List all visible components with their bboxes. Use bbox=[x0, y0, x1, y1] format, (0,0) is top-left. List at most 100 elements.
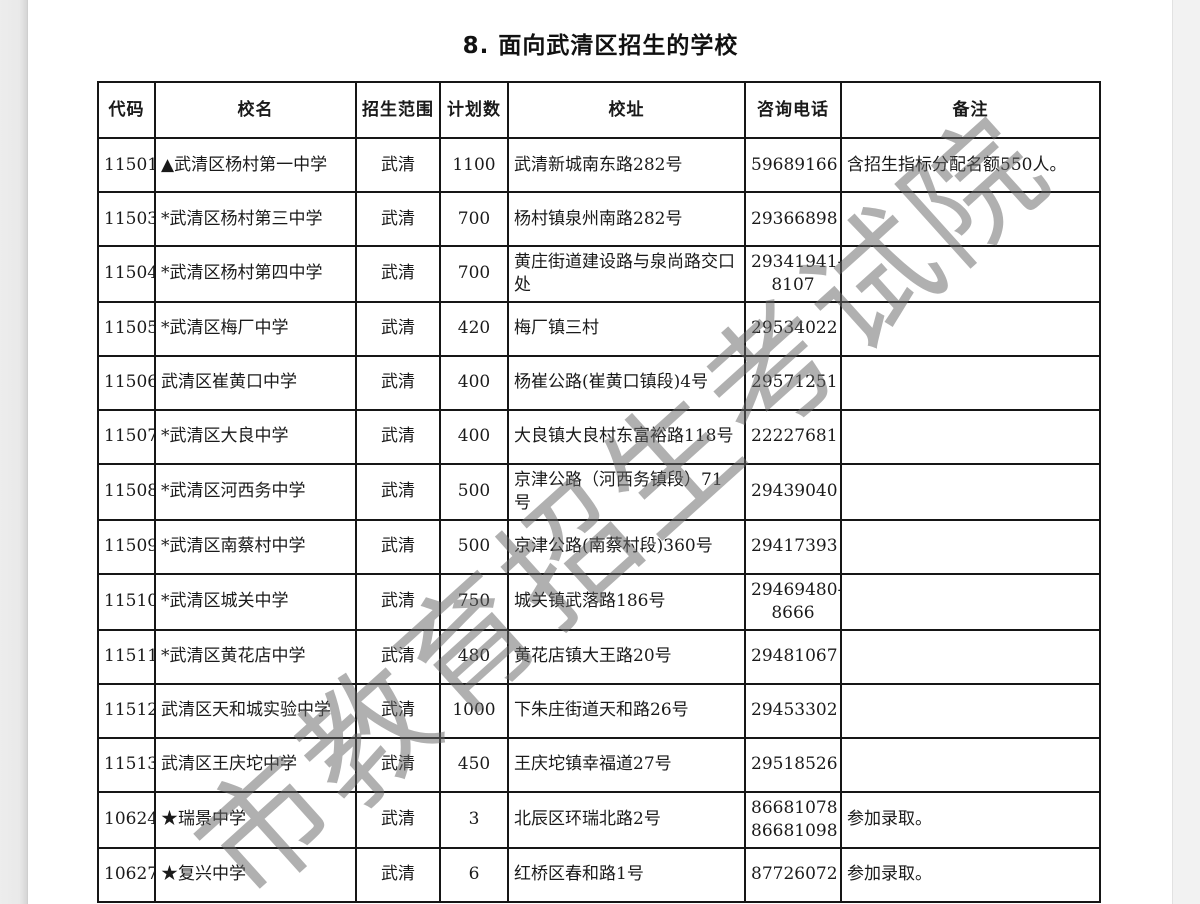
cell-plan: 450 bbox=[439, 736, 509, 793]
cell-plan: 700 bbox=[439, 191, 509, 247]
table-row: 11501 ▲武清区杨村第一中学 武清 1100 武清新城南东路282号 59689166… bbox=[97, 137, 1101, 193]
header-code: 代码 bbox=[97, 81, 156, 139]
cell-phone: 29453302 bbox=[744, 682, 842, 739]
cell-code: 10627 bbox=[97, 846, 156, 903]
cell-code: 11505 bbox=[97, 300, 156, 357]
viewer-left-margin bbox=[0, 0, 28, 904]
cell-phone: 29366898 bbox=[744, 191, 842, 247]
cell-code: 11511 bbox=[97, 628, 156, 685]
cell-plan: 3 bbox=[439, 790, 509, 849]
cell-address: 下朱庄街道天和路26号 bbox=[507, 682, 746, 739]
header-plan: 计划数 bbox=[439, 81, 509, 139]
schools-table: 代码 校名 招生范围 计划数 校址 咨询电话 备注 11501 ▲武清区杨村第一中… bbox=[97, 81, 1101, 903]
cell-address: 杨崔公路(崔黄口镇段)4号 bbox=[507, 354, 746, 411]
cell-scope: 武清 bbox=[355, 354, 441, 411]
table-row: 11511 *武清区黄花店中学 武清 480 黄花店镇大王路20号 29481067 bbox=[97, 628, 1101, 685]
cell-name: *武清区杨村第三中学 bbox=[154, 191, 357, 247]
cell-remark bbox=[840, 245, 1101, 303]
cell-scope: 武清 bbox=[355, 846, 441, 903]
header-address: 校址 bbox=[507, 81, 746, 139]
cell-name: *武清区城关中学 bbox=[154, 572, 357, 631]
cell-remark bbox=[840, 300, 1101, 357]
cell-scope: 武清 bbox=[355, 790, 441, 849]
cell-plan: 400 bbox=[439, 354, 509, 411]
cell-address: 王庆坨镇幸福道27号 bbox=[507, 736, 746, 793]
cell-address: 黄花店镇大王路20号 bbox=[507, 628, 746, 685]
cell-name: 武清区天和城实验中学 bbox=[154, 682, 357, 739]
cell-name: 武清区王庆坨中学 bbox=[154, 736, 357, 793]
cell-phone: 29571251 bbox=[744, 354, 842, 411]
table-row: 11510 *武清区城关中学 武清 750 城关镇武落路186号 29469480- 86… bbox=[97, 572, 1101, 631]
viewer-right-margin bbox=[1172, 0, 1200, 904]
cell-remark bbox=[840, 191, 1101, 247]
cell-address: 大良镇大良村东富裕路118号 bbox=[507, 408, 746, 465]
cell-code: 11512 bbox=[97, 682, 156, 739]
cell-remark: 含招生指标分配名额550人。 bbox=[840, 137, 1101, 193]
cell-address: 城关镇武落路186号 bbox=[507, 572, 746, 631]
cell-remark: 参加录取。 bbox=[840, 846, 1101, 903]
table-row: 11509 *武清区南蔡村中学 武清 500 京津公路(南蔡村段)360号 2941739… bbox=[97, 518, 1101, 575]
cell-phone: 29469480- 8666 bbox=[744, 572, 842, 631]
cell-address: 红桥区春和路1号 bbox=[507, 846, 746, 903]
cell-scope: 武清 bbox=[355, 300, 441, 357]
cell-code: 11507 bbox=[97, 408, 156, 465]
header-remark: 备注 bbox=[840, 81, 1101, 139]
cell-name: *武清区大良中学 bbox=[154, 408, 357, 465]
cell-scope: 武清 bbox=[355, 518, 441, 575]
table-row: 11512 武清区天和城实验中学 武清 1000 下朱庄街道天和路26号 29453302 bbox=[97, 682, 1101, 739]
cell-scope: 武清 bbox=[355, 191, 441, 247]
cell-code: 11513 bbox=[97, 736, 156, 793]
cell-plan: 700 bbox=[439, 245, 509, 303]
cell-phone: 29518526 bbox=[744, 736, 842, 793]
cell-code: 11504 bbox=[97, 245, 156, 303]
cell-code: 11506 bbox=[97, 354, 156, 411]
cell-phone: 87726072 bbox=[744, 846, 842, 903]
cell-plan: 1100 bbox=[439, 137, 509, 193]
cell-plan: 400 bbox=[439, 408, 509, 465]
cell-address: 北辰区环瑞北路2号 bbox=[507, 790, 746, 849]
header-name: 校名 bbox=[154, 81, 357, 139]
table-row: 11504 *武清区杨村第四中学 武清 700 黄庄街道建设路与泉尚路交口处 293419… bbox=[97, 245, 1101, 303]
cell-plan: 480 bbox=[439, 628, 509, 685]
cell-code: 11503 bbox=[97, 191, 156, 247]
cell-address: 杨村镇泉州南路282号 bbox=[507, 191, 746, 247]
cell-address: 梅厂镇三村 bbox=[507, 300, 746, 357]
cell-phone: 29439040 bbox=[744, 462, 842, 521]
schools-table-container: 代码 校名 招生范围 计划数 校址 咨询电话 备注 11501 ▲武清区杨村第一中… bbox=[97, 81, 1101, 903]
cell-remark: 参加录取。 bbox=[840, 790, 1101, 849]
cell-scope: 武清 bbox=[355, 408, 441, 465]
cell-remark bbox=[840, 628, 1101, 685]
table-body: 11501 ▲武清区杨村第一中学 武清 1100 武清新城南东路282号 59689166… bbox=[97, 137, 1101, 903]
cell-scope: 武清 bbox=[355, 137, 441, 193]
cell-phone: 59689166 bbox=[744, 137, 842, 193]
cell-plan: 6 bbox=[439, 846, 509, 903]
table-row: 10624 ★瑞景中学 武清 3 北辰区环瑞北路2号 86681078 86681098 参… bbox=[97, 790, 1101, 849]
cell-plan: 1000 bbox=[439, 682, 509, 739]
cell-scope: 武清 bbox=[355, 682, 441, 739]
cell-name: *武清区梅厂中学 bbox=[154, 300, 357, 357]
table-row: 11507 *武清区大良中学 武清 400 大良镇大良村东富裕路118号 22227681 bbox=[97, 408, 1101, 465]
cell-name: ▲武清区杨村第一中学 bbox=[154, 137, 357, 193]
cell-remark bbox=[840, 462, 1101, 521]
cell-scope: 武清 bbox=[355, 462, 441, 521]
cell-scope: 武清 bbox=[355, 736, 441, 793]
cell-address: 京津公路（河西务镇段）71号 bbox=[507, 462, 746, 521]
cell-phone: 86681078 86681098 bbox=[744, 790, 842, 849]
cell-phone: 29534022 bbox=[744, 300, 842, 357]
table-row: 11513 武清区王庆坨中学 武清 450 王庆坨镇幸福道27号 29518526 bbox=[97, 736, 1101, 793]
document-page: 8. 面向武清区招生的学校 代码 校名 招生范围 bbox=[28, 0, 1173, 904]
cell-scope: 武清 bbox=[355, 245, 441, 303]
cell-remark bbox=[840, 682, 1101, 739]
table-header-row: 代码 校名 招生范围 计划数 校址 咨询电话 备注 bbox=[97, 81, 1101, 139]
table-row: 10627 ★复兴中学 武清 6 红桥区春和路1号 87726072 参加录取。 bbox=[97, 846, 1101, 903]
page-title: 8. 面向武清区招生的学校 bbox=[462, 33, 739, 59]
cell-phone: 29417393 bbox=[744, 518, 842, 575]
cell-name: *武清区杨村第四中学 bbox=[154, 245, 357, 303]
cell-code: 11509 bbox=[97, 518, 156, 575]
cell-scope: 武清 bbox=[355, 628, 441, 685]
cell-plan: 420 bbox=[439, 300, 509, 357]
cell-remark bbox=[840, 408, 1101, 465]
cell-name: *武清区黄花店中学 bbox=[154, 628, 357, 685]
cell-remark bbox=[840, 736, 1101, 793]
